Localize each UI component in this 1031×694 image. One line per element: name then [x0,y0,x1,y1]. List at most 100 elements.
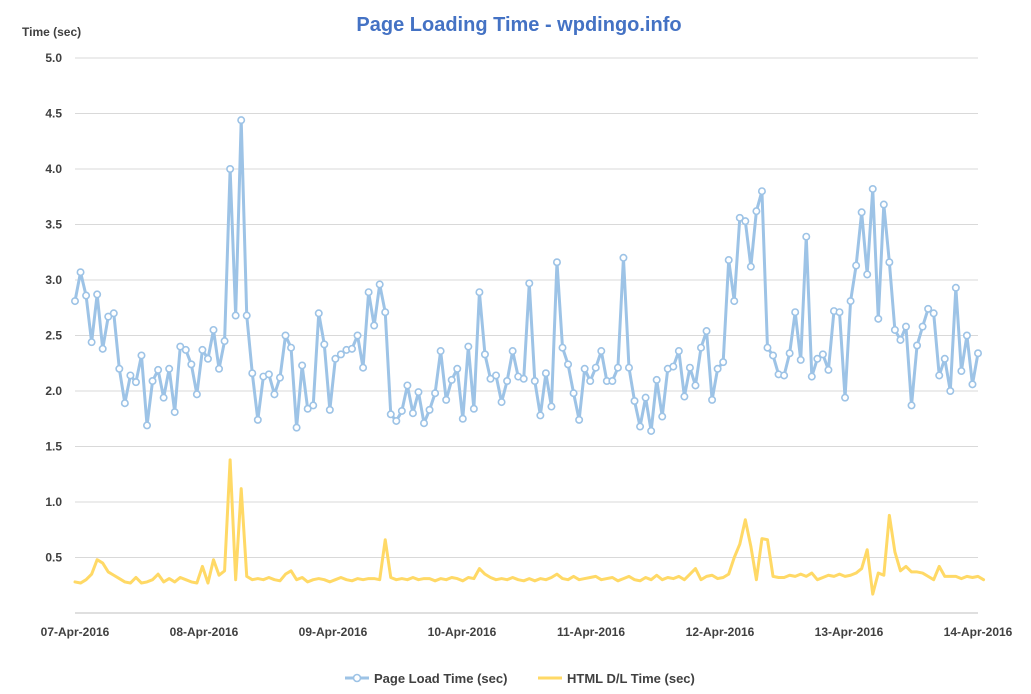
data-point [957,367,966,376]
data-point [303,404,312,413]
data-point [98,344,107,353]
data-point [608,377,617,386]
data-point [87,338,96,347]
data-point [281,331,290,340]
y-tick-label: 5.0 [45,51,62,65]
data-point [82,291,91,300]
data-point [364,288,373,297]
data-point [575,415,584,424]
data-point [237,116,246,125]
data-point [852,261,861,270]
data-point [552,258,561,267]
data-point [580,364,589,373]
legend-label: HTML D/L Time (sec) [567,671,695,686]
data-point [458,414,467,423]
data-point [807,372,816,381]
y-tick-label: 2.0 [45,384,62,398]
data-point [708,395,717,404]
data-point [530,377,539,386]
data-point [636,422,645,431]
data-point [192,390,201,399]
data-point [730,297,739,306]
data-point [403,381,412,390]
data-point [735,213,744,222]
data-point [846,297,855,306]
data-point [752,207,761,216]
data-point [104,312,113,321]
data-point [835,308,844,317]
data-point [697,343,706,352]
data-point [392,416,401,425]
data-point [359,363,368,372]
data-point [818,350,827,359]
series-line-page-load [73,118,980,433]
data-point [215,364,224,373]
data-point [624,363,633,372]
data-point [170,408,179,417]
data-point [115,364,124,373]
data-point [901,322,910,331]
data-point [275,373,284,382]
data-point [508,347,517,356]
y-tick-label: 4.5 [45,107,62,121]
data-point [586,377,595,386]
legend-label: Page Load Time (sec) [374,671,507,686]
data-point [453,364,462,373]
data-point [713,364,722,373]
data-point [685,363,694,372]
data-point [120,399,129,408]
data-point [913,341,922,350]
y-axis-title: Time (sec) [22,25,81,39]
data-point [486,374,495,383]
data-point [71,297,80,306]
data-point [641,393,650,402]
data-point [159,393,168,402]
data-point [613,363,622,372]
data-point [131,378,140,387]
data-point [857,208,866,217]
data-point [940,354,949,363]
data-point [420,419,429,428]
data-point [536,411,545,420]
data-point [442,395,451,404]
data-point [785,349,794,358]
data-point [154,365,163,374]
data-point [497,398,506,407]
data-point [270,390,279,399]
data-point [791,308,800,317]
y-tick-label: 1.0 [45,495,62,509]
data-point [669,362,678,371]
data-point [962,331,971,340]
data-point [414,388,423,397]
data-point [946,386,955,395]
data-point [968,380,977,389]
y-tick-label: 4.0 [45,162,62,176]
data-point [375,280,384,289]
x-tick-label: 12-Apr-2016 [686,625,755,639]
data-point [591,363,600,372]
data-point [492,371,501,380]
x-tick-label: 11-Apr-2016 [557,625,625,639]
x-tick-label: 08-Apr-2016 [170,625,239,639]
data-point [397,406,406,415]
data-point [674,347,683,356]
data-point [525,279,534,288]
data-point [780,371,789,380]
data-point [769,351,778,360]
data-point [757,187,766,196]
y-tick-label: 3.0 [45,273,62,287]
data-point [973,349,982,358]
data-point [868,184,877,193]
data-point [874,314,883,323]
data-point [370,321,379,330]
data-point [680,392,689,401]
x-tick-label: 07-Apr-2016 [41,625,110,639]
data-point [652,375,661,384]
data-point [935,371,944,380]
data-point [630,396,639,405]
data-point [336,350,345,359]
series-group [71,116,986,596]
data-point [691,381,700,390]
data-point [619,253,628,262]
